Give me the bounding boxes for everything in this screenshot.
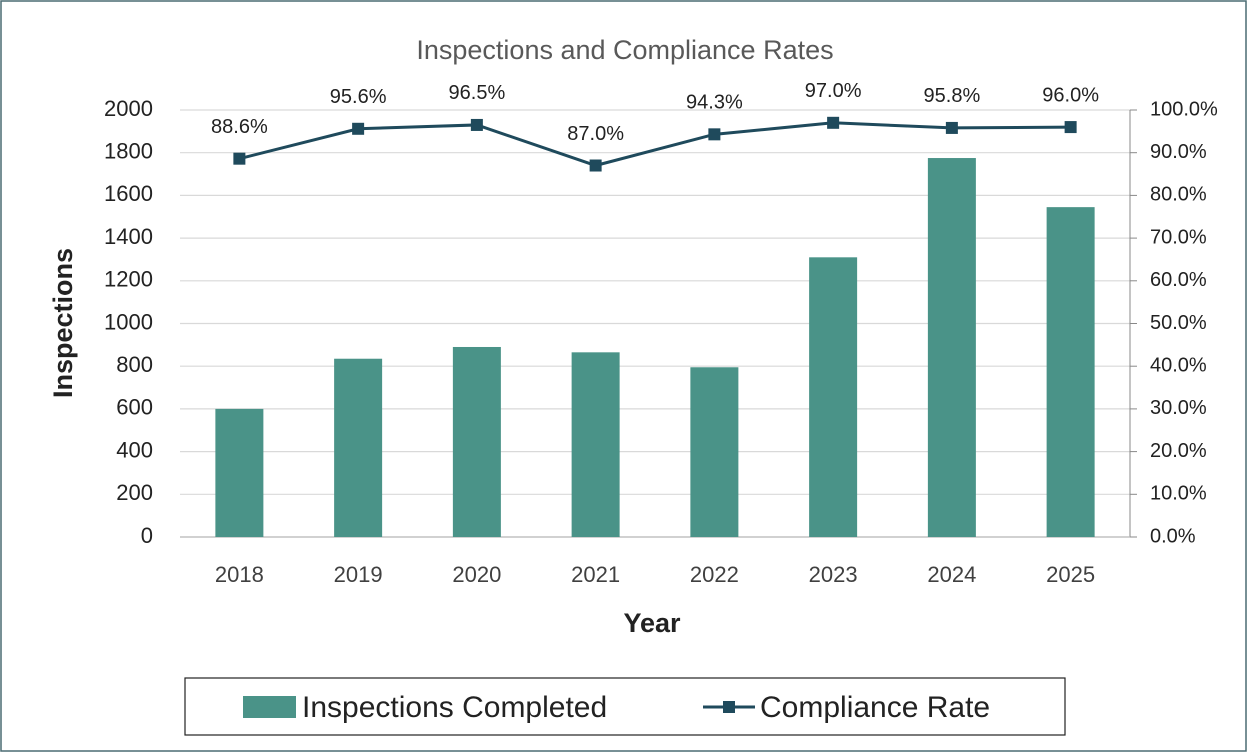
y-tick-label: 2000 <box>104 96 153 121</box>
line-marker <box>233 152 246 165</box>
line-marker <box>589 159 602 172</box>
y2-tick-label: 100.0% <box>1150 98 1218 120</box>
x-tick-label: 2025 <box>1046 562 1095 587</box>
bar <box>809 257 858 537</box>
line-marker <box>1064 121 1077 134</box>
legend-marker <box>723 701 735 713</box>
data-label: 88.6% <box>211 116 268 138</box>
legend-label: Compliance Rate <box>760 691 990 724</box>
data-label: 87.0% <box>567 123 624 145</box>
y2-tick-label: 80.0% <box>1150 184 1207 206</box>
bar <box>690 367 739 537</box>
y-tick-label: 1400 <box>104 224 153 249</box>
x-tick-label: 2021 <box>571 562 620 587</box>
bar <box>334 358 383 537</box>
y2-tick-label: 40.0% <box>1150 354 1207 376</box>
data-label: 95.8% <box>924 85 981 107</box>
y-tick-label: 1200 <box>104 267 153 292</box>
y-tick-label: 400 <box>116 437 153 462</box>
y-axis-title: Inspections <box>48 248 78 398</box>
bar <box>215 408 264 537</box>
x-tick-label: 2020 <box>452 562 501 587</box>
x-axis-title: Year <box>623 608 681 638</box>
line-marker <box>945 121 958 134</box>
y-tick-label: 1000 <box>104 309 153 334</box>
legend-swatch <box>243 696 296 718</box>
y2-tick-label: 70.0% <box>1150 226 1207 248</box>
y-tick-label: 1600 <box>104 181 153 206</box>
line <box>239 121 1071 168</box>
y2-tick-label: 20.0% <box>1150 440 1207 462</box>
bar <box>1046 207 1095 537</box>
data-label: 95.6% <box>330 86 387 108</box>
bar <box>571 352 620 537</box>
y-tick-label: 200 <box>116 480 153 505</box>
y-tick-label: 600 <box>116 395 153 420</box>
line-marker <box>827 116 840 129</box>
x-tick-label: 2022 <box>690 562 739 587</box>
y2-tick-label: 90.0% <box>1150 141 1207 163</box>
line-marker <box>352 122 365 135</box>
y2-tick-label: 50.0% <box>1150 312 1207 334</box>
bar <box>927 158 976 537</box>
legend-label: Inspections Completed <box>302 691 607 724</box>
line-marker <box>470 118 483 131</box>
data-label: 97.0% <box>805 80 862 102</box>
y-tick-label: 1800 <box>104 139 153 164</box>
bar <box>452 346 501 537</box>
x-tick-label: 2024 <box>927 562 976 587</box>
y2-tick-label: 0.0% <box>1150 525 1196 547</box>
y-tick-label: 0 <box>141 523 153 548</box>
line-marker <box>708 128 721 141</box>
y2-tick-label: 30.0% <box>1150 397 1207 419</box>
x-tick-label: 2018 <box>215 562 264 587</box>
y2-tick-label: 10.0% <box>1150 483 1207 505</box>
data-label: 96.5% <box>449 82 506 104</box>
legend-box <box>184 677 1066 736</box>
x-tick-label: 2023 <box>809 562 858 587</box>
chart-title: Inspections and Compliance Rates <box>416 35 833 65</box>
x-tick-label: 2019 <box>334 562 383 587</box>
y-tick-label: 800 <box>116 352 153 377</box>
y2-tick-label: 60.0% <box>1150 269 1207 291</box>
data-label: 96.0% <box>1042 84 1099 106</box>
data-label: 94.3% <box>686 92 743 114</box>
